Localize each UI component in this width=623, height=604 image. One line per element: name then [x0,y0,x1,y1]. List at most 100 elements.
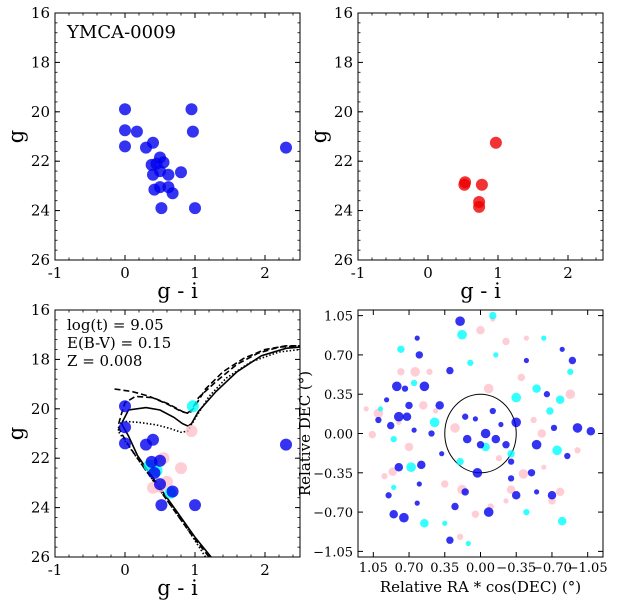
point-blue [439,451,445,457]
point-members [166,187,179,200]
point-blue [559,346,565,352]
y-tick-label: 26 [334,251,353,269]
y-tick-label: 20 [334,103,353,121]
point-blue [119,421,131,434]
y-tick-label: 22 [31,449,50,467]
point-pink [404,442,414,452]
point-blue [414,335,420,341]
point-blue [399,512,409,523]
point-pink [456,533,464,540]
point-cyan [410,379,418,387]
point-pink [483,383,494,394]
point-blue [498,421,504,428]
y-axis-label: g [307,130,331,143]
x-tick-label: 0 [423,264,433,282]
y-axis-label: g [4,427,28,440]
y-tick-label: −1.05 [313,545,353,560]
axes-frame [54,12,301,261]
point-pink [530,416,537,424]
point-cyan [429,417,440,428]
point-members [162,168,175,181]
point-blue [385,492,392,499]
point-red [475,178,488,191]
point-pink [537,429,547,438]
point-members [189,202,201,215]
isochrone-solid-0 [120,346,300,557]
x-axis-label: g - i [157,576,198,600]
point-cyan [546,407,554,415]
fit-parameter: Z = 0.008 [67,352,142,370]
isochrone-dashed-3 [114,345,300,415]
y-axis-label: Relative DEC (°) [296,371,314,496]
point-pink [388,467,397,476]
plot-area [114,345,300,557]
point-blue [491,434,501,444]
point-cyan [390,435,397,443]
point-members [147,136,159,149]
y-tick-label: 22 [334,152,353,170]
y-tick-label: −0.35 [313,467,353,482]
point-blue [451,502,459,511]
y-tick-label: 16 [31,4,50,22]
x-tick-label: 0.70 [395,561,424,576]
y-tick-label: 26 [31,548,50,566]
point-pink [381,473,388,480]
point-pink [441,480,449,488]
point-blue [547,491,557,500]
point-members [186,125,199,138]
y-tick-label: 1.05 [324,310,353,325]
point-blue [119,400,131,413]
point-blue [586,427,596,436]
point-blue [462,434,472,444]
point-members [155,202,168,215]
point-cyan [406,462,416,473]
point-cyan [567,368,574,375]
point-blue [428,430,435,437]
x-tick-label: 1 [493,264,503,282]
point-blue [446,536,454,544]
selection-circle [444,393,517,474]
point-members [185,103,198,116]
point-pink [175,462,187,475]
x-tick-label: 1 [190,264,200,282]
x-tick-label: 1.05 [359,561,388,576]
y-tick-label: 0.00 [324,428,353,443]
panel-top-left: -1 0 1 2 16 18 20 22 24 26 g - i g YMCA-0009 [4,4,301,303]
point-cyan [511,392,521,403]
x-tick-label: 0.35 [430,561,459,576]
point-cyan [557,516,567,526]
x-axis-label: g - i [460,279,501,303]
point-blue [415,351,423,359]
panel-bottom-left: -1 0 1 2 16 18 20 22 24 26 g - i g log(t) = 9.05E(B-… [4,301,301,600]
panel-top-right: -1 0 1 2 16 18 20 22 24 26 g - i g [307,4,604,303]
x-tick-label: -1 [48,264,63,282]
point-cyan [377,406,384,412]
point-blue [155,499,168,512]
axes-frame [357,12,604,261]
point-cyan [456,457,464,466]
fit-parameter: log(t) = 9.05 [67,316,164,334]
point-pink [410,367,421,377]
point-blue [534,489,540,495]
point-red [473,200,486,213]
x-tick-label: −1.05 [568,561,608,576]
point-members [119,103,131,116]
point-pink [471,510,480,518]
point-blue [480,428,491,439]
x-tick-label: 2 [260,561,270,579]
point-pink [433,408,439,414]
point-members [154,181,166,194]
point-red [458,178,471,191]
point-blue [166,485,179,498]
x-tick-label: −0.70 [532,561,572,576]
point-blue [154,454,166,467]
y-tick-label: 22 [31,152,50,170]
plot-area [119,103,292,215]
y-tick-label: −0.70 [313,506,353,521]
point-red [489,136,502,149]
point-pink [185,425,198,437]
point-blue [550,424,558,432]
y-tick-label: 18 [31,53,50,71]
fit-parameter: E(B-V) = 0.15 [67,334,171,352]
